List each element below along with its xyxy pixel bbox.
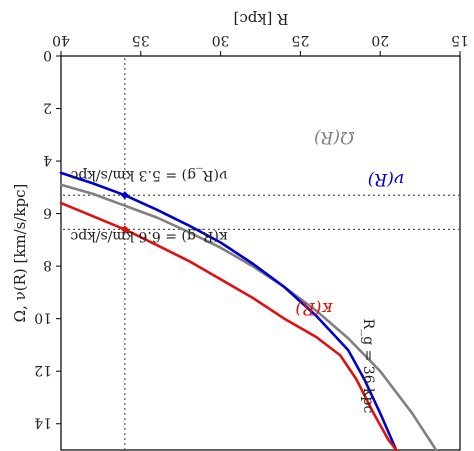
series-label-kappa: κ(R) <box>295 298 333 318</box>
kappa-rg-annotation: κ(R_g) = 6.6 km/s/kpc <box>70 228 227 244</box>
nu-rg-annotation: ν(R_g) = 5.3 km/s/kpc <box>70 167 227 183</box>
y-tick-label-5: 10 <box>34 310 52 326</box>
x-tick-label-0: 15 <box>451 32 469 48</box>
series-line-2 <box>59 201 398 451</box>
label-group: R [kpc] Ω, ν(R) [km/s/kpc] Ω(R) ν(R) κ(R… <box>11 10 404 414</box>
rotated-chart-group: 15 20 25 30 35 400 2 4 6 8 10 12 14 R [kpc] Ω, ν(R) … <box>11 10 469 451</box>
series-line-1 <box>59 171 398 451</box>
rg-annotation: R_g = 36 kpc <box>360 319 376 414</box>
x-tick-label-4: 35 <box>132 32 150 48</box>
marker-0 <box>120 191 129 200</box>
marker-1 <box>120 225 129 234</box>
y-tick-label-0: 0 <box>43 47 52 63</box>
y-tick-label-3: 6 <box>43 205 52 221</box>
series-line-0 <box>59 183 438 451</box>
x-tick-label-5: 40 <box>52 32 70 48</box>
y-tick-label-2: 4 <box>43 152 52 168</box>
y-axis-label: Ω, ν(R) [km/s/kpc] <box>11 184 29 323</box>
y-tick-label-1: 2 <box>43 100 52 116</box>
marker-group <box>120 191 129 234</box>
x-tick-label-1: 20 <box>371 32 389 48</box>
y-tick-label-7: 14 <box>34 415 52 431</box>
x-axis-label: R [kpc] <box>234 10 289 28</box>
tick-group: 15 20 25 30 35 400 2 4 6 8 10 12 14 <box>34 32 469 431</box>
x-tick-label-2: 25 <box>291 32 309 48</box>
plot-frame <box>60 55 461 451</box>
series-label-omega: Ω(R) <box>314 127 355 147</box>
y-tick-label-4: 8 <box>43 257 52 273</box>
series-group <box>59 171 438 451</box>
series-label-nu: ν(R) <box>368 169 404 189</box>
x-tick-label-3: 30 <box>212 32 230 48</box>
y-tick-label-6: 12 <box>34 362 52 378</box>
reference-lines <box>61 56 460 450</box>
